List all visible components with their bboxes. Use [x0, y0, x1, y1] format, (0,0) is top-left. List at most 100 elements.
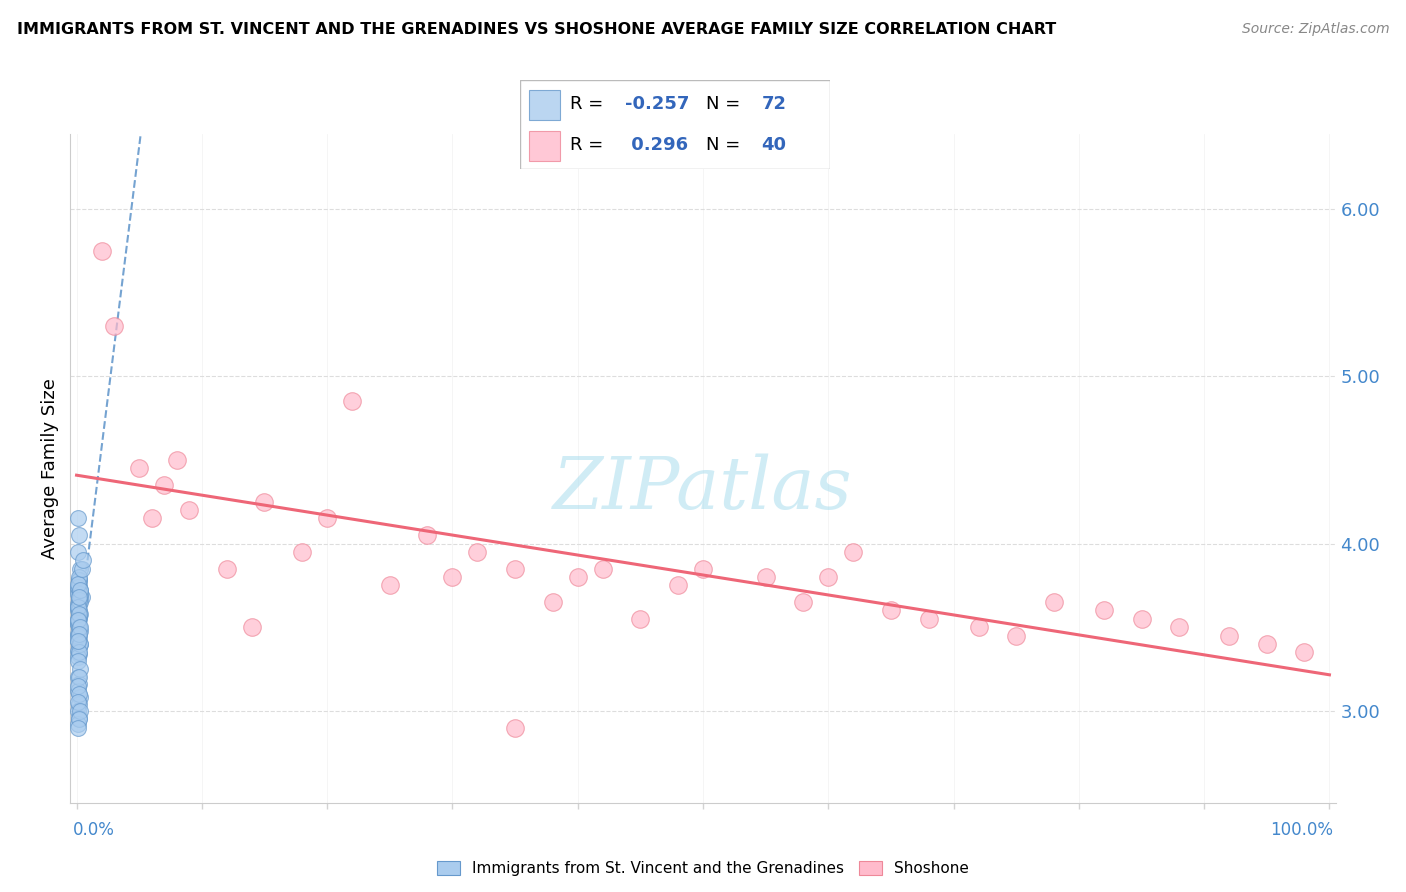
Point: [880, 603, 903, 617]
Point: [66, 679, 89, 693]
Point: [416, 528, 439, 542]
Point: [1092, 603, 1115, 617]
Text: 40: 40: [762, 136, 786, 154]
Point: [66, 545, 89, 559]
Point: [67, 647, 90, 661]
Point: [67, 620, 90, 634]
Point: [503, 562, 526, 576]
Point: [1294, 645, 1316, 659]
Point: [817, 570, 839, 584]
Bar: [530, 90, 561, 120]
Point: [69, 595, 91, 609]
Point: [503, 721, 526, 735]
Point: [67, 620, 90, 634]
Point: [67, 590, 90, 604]
Point: [66, 628, 89, 642]
Point: [340, 394, 363, 409]
Point: [67, 570, 90, 584]
Point: [467, 545, 489, 559]
Point: [66, 643, 89, 657]
Point: [66, 721, 89, 735]
Point: [66, 583, 89, 598]
Point: [166, 453, 188, 467]
Point: [1256, 637, 1278, 651]
Point: [666, 578, 689, 592]
Point: [842, 545, 865, 559]
Point: [66, 670, 89, 684]
Point: [69, 637, 91, 651]
Point: [66, 603, 89, 617]
Point: [917, 612, 939, 626]
Point: [69, 583, 91, 598]
Point: [69, 662, 91, 676]
Point: [1043, 595, 1066, 609]
Point: [66, 576, 89, 591]
Point: [90, 244, 112, 258]
Point: [378, 578, 401, 592]
Text: N =: N =: [706, 95, 745, 113]
Point: [67, 645, 90, 659]
Point: [755, 570, 778, 584]
Point: [253, 494, 276, 508]
Text: R =: R =: [569, 136, 609, 154]
Point: [67, 627, 90, 641]
Text: 0.296: 0.296: [626, 136, 689, 154]
Point: [69, 704, 91, 718]
Text: ZIPatlas: ZIPatlas: [553, 453, 853, 524]
Point: [69, 583, 91, 598]
Point: [69, 590, 91, 604]
Bar: [530, 131, 561, 161]
Point: [1168, 620, 1191, 634]
Point: [66, 627, 89, 641]
Point: [66, 597, 89, 611]
Point: [67, 612, 90, 626]
Point: [153, 478, 176, 492]
Point: [967, 620, 990, 634]
Point: [67, 607, 90, 621]
Point: [66, 600, 89, 615]
Point: [66, 633, 89, 648]
Point: [67, 578, 90, 592]
Point: [67, 603, 90, 617]
Point: [66, 704, 89, 718]
Point: [240, 620, 263, 634]
Point: [66, 511, 89, 525]
Point: [567, 570, 589, 584]
Point: [69, 637, 91, 651]
Text: R =: R =: [569, 95, 609, 113]
Point: [67, 697, 90, 711]
Point: [66, 580, 89, 594]
Point: [66, 654, 89, 668]
Point: [628, 612, 651, 626]
Point: [67, 710, 90, 724]
Point: [66, 717, 89, 731]
Point: [67, 677, 90, 691]
Point: [67, 528, 90, 542]
Point: [141, 511, 163, 525]
Text: IMMIGRANTS FROM ST. VINCENT AND THE GRENADINES VS SHOSHONE AVERAGE FAMILY SIZE C: IMMIGRANTS FROM ST. VINCENT AND THE GREN…: [17, 22, 1056, 37]
Point: [66, 600, 89, 615]
Point: [1218, 628, 1240, 642]
Point: [67, 640, 90, 655]
Point: [1130, 612, 1153, 626]
Point: [70, 562, 93, 576]
Point: [67, 593, 90, 607]
Point: [66, 587, 89, 601]
Text: -0.257: -0.257: [626, 95, 690, 113]
Point: [66, 633, 89, 648]
Point: [69, 562, 91, 576]
Text: 72: 72: [762, 95, 786, 113]
Y-axis label: Average Family Size: Average Family Size: [41, 378, 59, 558]
Point: [72, 553, 94, 567]
Point: [69, 607, 91, 621]
Point: [66, 614, 89, 628]
Point: [67, 590, 90, 604]
Legend: Immigrants from St. Vincent and the Grenadines, Shoshone: Immigrants from St. Vincent and the Gren…: [430, 855, 976, 882]
Point: [541, 595, 564, 609]
Point: [67, 595, 90, 609]
Point: [69, 690, 91, 705]
Text: 100.0%: 100.0%: [1270, 821, 1333, 838]
Point: [66, 696, 89, 710]
Point: [215, 562, 238, 576]
Point: [441, 570, 464, 584]
